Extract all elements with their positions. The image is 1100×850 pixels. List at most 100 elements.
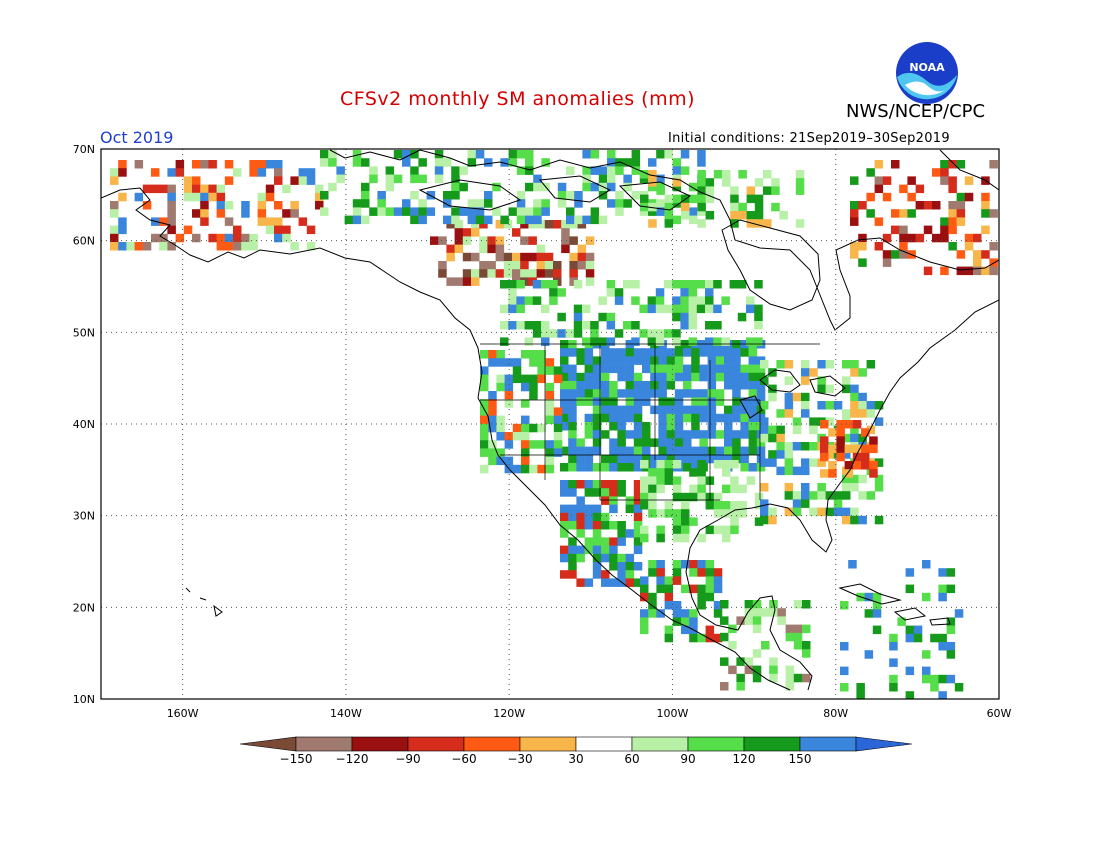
anomaly-cell bbox=[715, 413, 725, 423]
anomaly-cell bbox=[769, 665, 778, 675]
anomaly-cell bbox=[828, 428, 837, 437]
anomaly-cell bbox=[842, 433, 851, 443]
anomaly-cell bbox=[705, 211, 715, 220]
anomaly-cell bbox=[609, 488, 618, 497]
anomaly-cell bbox=[609, 480, 618, 489]
anomaly-cell bbox=[736, 616, 745, 625]
anomaly-cell bbox=[475, 207, 485, 216]
anomaly-cell bbox=[656, 533, 665, 543]
anomaly-cell bbox=[601, 570, 610, 579]
anomaly-cell bbox=[666, 446, 676, 456]
anomaly-cell bbox=[585, 252, 595, 262]
anomaly-cell bbox=[385, 174, 395, 184]
anomaly-cell bbox=[512, 432, 522, 441]
anomaly-cell bbox=[516, 280, 525, 289]
anomaly-cell bbox=[866, 401, 876, 410]
anomaly-cell bbox=[576, 381, 585, 390]
anomaly-cell bbox=[691, 397, 700, 406]
anomaly-cell bbox=[666, 397, 676, 406]
anomaly-cell bbox=[434, 158, 444, 167]
anomaly-cell bbox=[639, 174, 649, 184]
anomaly-cell bbox=[828, 461, 837, 470]
anomaly-cell bbox=[732, 372, 741, 382]
anomaly-cell bbox=[738, 501, 747, 510]
anomaly-cell bbox=[650, 356, 659, 365]
anomaly-cell bbox=[484, 199, 493, 208]
anomaly-cell bbox=[537, 374, 546, 384]
anomaly-cell bbox=[488, 391, 497, 400]
anomaly-cell bbox=[625, 348, 635, 357]
anomaly-cell bbox=[623, 174, 632, 184]
anomaly-cell bbox=[480, 440, 489, 449]
anomaly-cell bbox=[658, 397, 667, 406]
anomaly-cell bbox=[705, 186, 715, 195]
anomaly-cell bbox=[874, 417, 884, 426]
anomaly-cell bbox=[633, 454, 643, 464]
anomaly-cell bbox=[705, 592, 715, 602]
anomaly-cell bbox=[625, 570, 635, 579]
anomaly-cell bbox=[290, 201, 299, 210]
anomaly-cell bbox=[792, 499, 802, 508]
anomaly-cell bbox=[691, 356, 700, 365]
anomaly-cell bbox=[328, 158, 337, 167]
anomaly-cell bbox=[320, 150, 329, 159]
anomaly-cell bbox=[981, 225, 990, 235]
anomaly-cell bbox=[946, 642, 956, 651]
anomaly-cell bbox=[508, 304, 517, 314]
anomaly-cell bbox=[568, 389, 577, 398]
anomaly-cell bbox=[713, 601, 723, 610]
anomaly-cell bbox=[521, 415, 530, 425]
anomaly-cell bbox=[521, 350, 530, 359]
anomaly-cell bbox=[601, 488, 610, 497]
anomaly-cell bbox=[850, 368, 859, 377]
anomaly-cell bbox=[771, 202, 780, 212]
anomaly-cell bbox=[689, 517, 698, 526]
anomaly-cell bbox=[732, 389, 741, 398]
anomaly-cell bbox=[688, 337, 698, 346]
anomaly-cell bbox=[569, 220, 578, 229]
anomaly-cell bbox=[882, 250, 892, 259]
anomaly-cell bbox=[874, 184, 884, 194]
anomaly-cell bbox=[642, 430, 651, 439]
anomaly-cells bbox=[110, 150, 998, 708]
anomaly-cell bbox=[689, 215, 698, 225]
anomaly-cell bbox=[964, 233, 974, 243]
anomaly-cell bbox=[850, 384, 859, 394]
anomaly-cell bbox=[664, 194, 674, 204]
anomaly-cell bbox=[740, 348, 749, 357]
anomaly-cell bbox=[568, 430, 577, 439]
anomaly-cell bbox=[825, 401, 835, 410]
lat-lon-grid bbox=[101, 149, 999, 699]
anomaly-cell bbox=[496, 350, 505, 359]
anomaly-cell bbox=[938, 633, 947, 643]
anomaly-cell bbox=[802, 600, 811, 609]
anomaly-cell bbox=[640, 194, 649, 204]
anomaly-cell bbox=[592, 562, 602, 571]
anomaly-cell bbox=[874, 401, 884, 410]
anomaly-cell bbox=[730, 501, 739, 510]
anomaly-cell bbox=[633, 389, 643, 398]
anomaly-cell bbox=[705, 178, 715, 187]
lon-label: 120W bbox=[493, 707, 525, 720]
anomaly-cell bbox=[850, 201, 859, 210]
anomaly-cell bbox=[672, 525, 682, 535]
anomaly-cell bbox=[748, 381, 758, 390]
anomaly-cell bbox=[672, 194, 682, 204]
anomaly-cell bbox=[617, 553, 626, 563]
colorbar-level-label: −150 bbox=[279, 752, 313, 766]
anomaly-cell bbox=[848, 699, 857, 708]
anomaly-cell bbox=[722, 484, 731, 494]
anomaly-cell bbox=[681, 501, 690, 510]
anomaly-cell bbox=[658, 422, 667, 431]
anomaly-cell bbox=[418, 199, 427, 208]
anomaly-cell bbox=[561, 244, 570, 254]
anomaly-cell bbox=[609, 381, 618, 390]
anomaly-cell bbox=[705, 280, 714, 289]
anomaly-cell bbox=[557, 312, 566, 322]
anomaly-cell bbox=[938, 642, 947, 651]
anomaly-cell bbox=[639, 304, 648, 314]
anomaly-cell bbox=[756, 364, 766, 374]
anomaly-cell bbox=[609, 438, 618, 447]
anomaly-cell bbox=[118, 168, 127, 177]
